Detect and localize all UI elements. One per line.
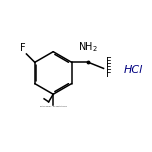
Text: F: F — [20, 43, 26, 53]
Text: F: F — [106, 63, 111, 73]
Text: methyl line only - use CH3 text below: methyl line only - use CH3 text below — [40, 106, 67, 107]
Text: F: F — [106, 69, 111, 79]
Text: NH$_2$: NH$_2$ — [78, 40, 98, 54]
Text: F: F — [106, 57, 111, 67]
Text: HCl: HCl — [124, 65, 143, 75]
